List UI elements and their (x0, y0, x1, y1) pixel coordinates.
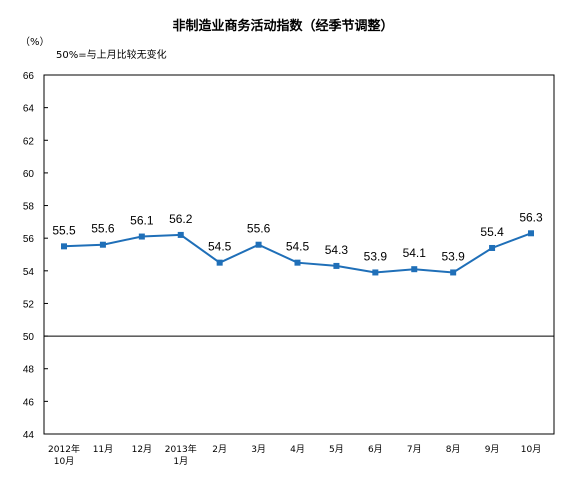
data-point (528, 230, 534, 237)
x-tick-label: 2012年 10月 (48, 443, 80, 467)
plot-area-frame (43, 74, 555, 435)
y-tick-label: 58 (23, 202, 35, 213)
data-label: 53.9 (364, 249, 388, 263)
y-tick-label: 46 (23, 397, 35, 408)
data-points (61, 230, 534, 276)
data-label: 54.1 (403, 246, 427, 260)
data-label: 54.5 (208, 240, 232, 254)
data-label: 56.2 (169, 212, 193, 226)
data-point (61, 243, 67, 250)
y-tick-label: 64 (23, 104, 35, 115)
x-axis-ticks: 2012年 10月 11月 12月 2013年 1月 2月 3月 4月 5月 6月 7月 8月 9月 10月 (48, 443, 541, 467)
data-point (138, 233, 145, 240)
data-label: 55.5 (52, 223, 76, 237)
y-axis-unit: （%） (20, 36, 50, 48)
data-label: 56.3 (519, 210, 543, 224)
data-point (450, 269, 457, 276)
data-label: 55.6 (91, 222, 115, 236)
data-label: 54.3 (325, 243, 349, 257)
data-point (294, 259, 301, 266)
chart-title: 非制造业商务活动指数（经季节调整） (172, 18, 393, 34)
x-tick-label: 2013年 1月 (165, 443, 197, 467)
x-tick-label: 11月 (93, 444, 113, 455)
x-tick-label: 9月 (485, 444, 500, 455)
data-label: 54.5 (286, 240, 310, 254)
x-tick-label: 10月 (521, 444, 541, 455)
y-tick-label: 54 (23, 267, 35, 278)
x-tick-label: 6月 (368, 444, 383, 455)
x-tick-label: 12月 (132, 444, 152, 455)
x-tick-label: 7月 (407, 444, 422, 455)
data-point (255, 241, 262, 248)
data-label: 53.9 (441, 249, 465, 263)
data-point (372, 269, 379, 276)
reference-note: 50%=与上月比较无变化 (56, 48, 167, 61)
y-tick-label: 66 (23, 71, 35, 82)
y-tick-label: 50 (23, 332, 35, 343)
data-label: 55.6 (247, 222, 271, 236)
data-point (333, 262, 340, 269)
x-tick-label: 2月 (212, 444, 227, 455)
y-axis-ticks: 44 46 48 50 52 54 56 58 60 62 64 66 (23, 71, 48, 441)
data-labels: 55.5 55.6 56.1 56.2 54.5 55.6 54.5 54.3 53.9 54.1… (52, 210, 543, 263)
y-tick-label: 60 (23, 169, 35, 180)
y-tick-label: 52 (23, 299, 35, 310)
data-label: 55.4 (480, 225, 504, 239)
x-tick-label: 8月 (446, 444, 461, 455)
data-label: 56.1 (130, 214, 154, 228)
x-tick-label: 5月 (329, 444, 344, 455)
data-point (411, 266, 418, 273)
x-tick-label: 4月 (290, 444, 305, 455)
y-tick-label: 56 (23, 234, 35, 245)
data-point (489, 244, 496, 251)
data-point (99, 241, 106, 248)
y-tick-label: 44 (23, 430, 35, 441)
data-point (177, 231, 184, 238)
x-tick-label: 3月 (251, 444, 266, 455)
y-tick-label: 62 (23, 136, 35, 147)
y-tick-label: 48 (23, 365, 35, 376)
data-point (216, 259, 223, 266)
